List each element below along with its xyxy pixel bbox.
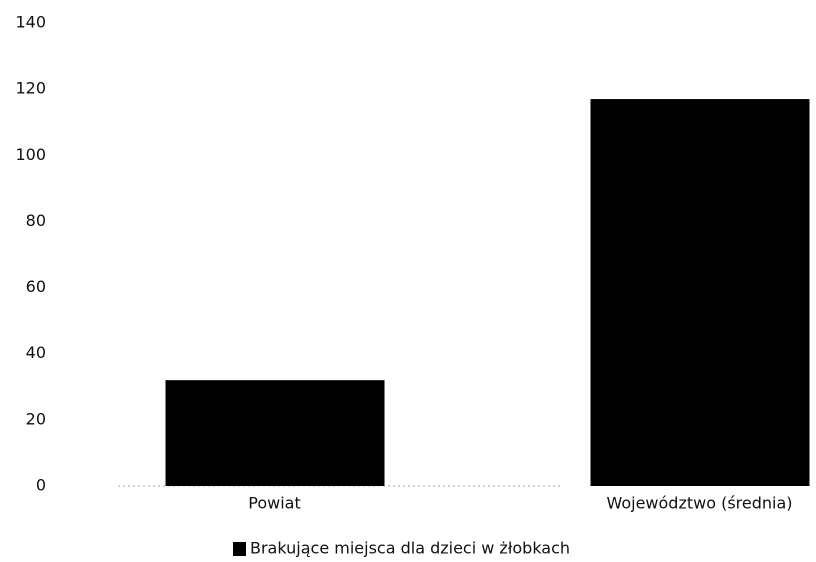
y-tick-label: 140 [15,13,46,32]
x-tick-label: Województwo (średnia) [606,494,792,513]
legend-swatch [233,542,246,556]
y-tick-label: 60 [26,277,46,296]
bar [165,380,385,486]
y-tick-label: 40 [26,343,46,362]
y-tick-label: 120 [15,79,46,98]
y-tick-label: 100 [15,145,46,164]
y-tick-label: 0 [36,476,46,495]
y-tick-label: 20 [26,409,46,428]
y-tick-label: 80 [26,211,46,230]
x-tick-label: Powiat [248,494,300,513]
bar [590,99,810,487]
legend-label: Brakujące miejsca dla dzieci w żłobkach [250,539,570,558]
